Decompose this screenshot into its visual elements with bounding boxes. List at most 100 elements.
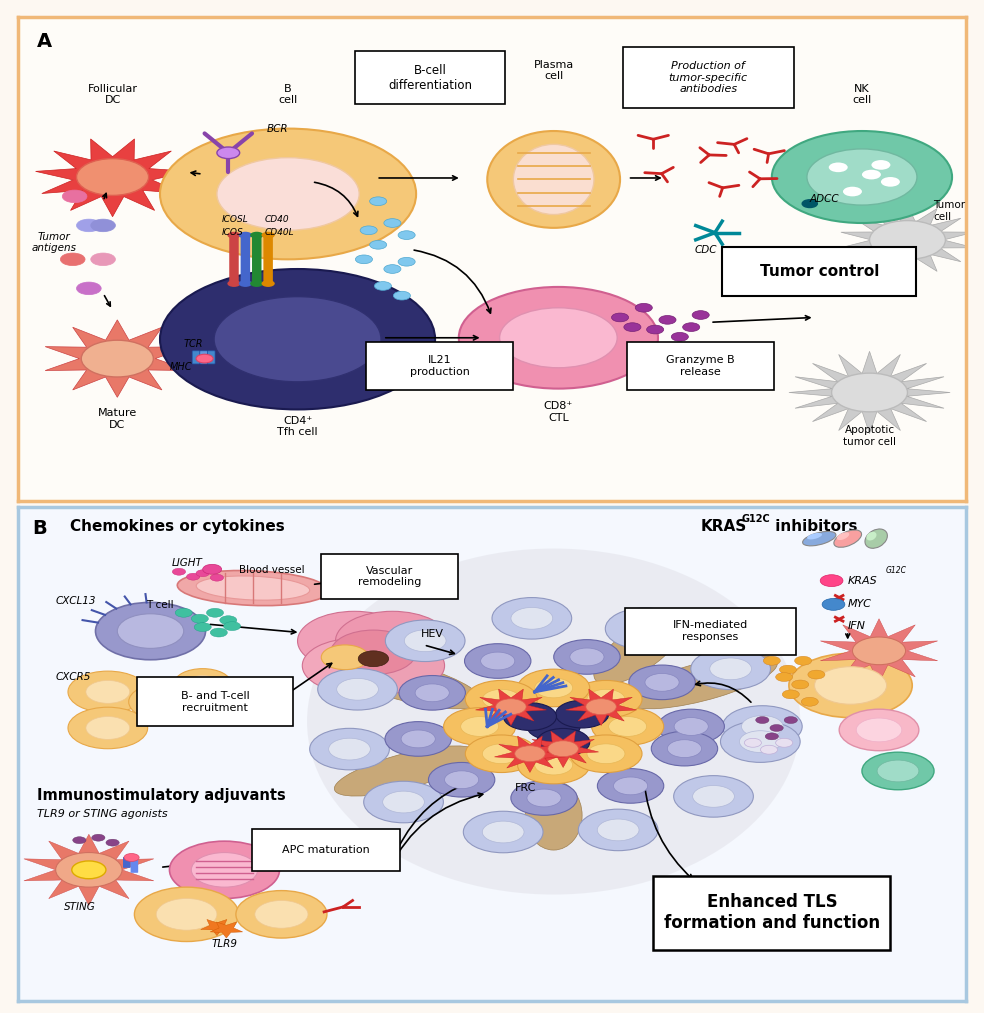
Circle shape [852,637,905,665]
Circle shape [613,777,647,795]
Text: B- and T-cell
recruitment: B- and T-cell recruitment [181,691,249,712]
Circle shape [496,699,526,714]
Circle shape [792,680,809,689]
Text: CD8⁺
CTL: CD8⁺ CTL [544,401,573,422]
Circle shape [500,308,617,368]
Circle shape [766,733,778,739]
Circle shape [821,574,843,587]
Circle shape [742,715,783,737]
Circle shape [386,620,465,661]
Circle shape [191,853,258,887]
Circle shape [68,707,148,749]
Ellipse shape [836,532,849,540]
Circle shape [527,789,561,807]
Circle shape [124,854,139,861]
Circle shape [216,158,359,230]
Circle shape [739,730,781,753]
Circle shape [117,614,184,648]
Circle shape [445,771,478,789]
Circle shape [331,630,416,675]
Circle shape [82,340,154,377]
Circle shape [829,162,848,172]
Circle shape [659,315,676,324]
Circle shape [534,678,573,698]
Polygon shape [35,139,190,217]
Circle shape [536,728,589,756]
Circle shape [527,712,581,741]
Circle shape [465,681,537,718]
Circle shape [250,232,264,238]
Circle shape [77,282,101,295]
Circle shape [856,718,901,742]
Circle shape [691,648,770,690]
Circle shape [515,746,545,762]
Circle shape [862,753,934,790]
Circle shape [693,785,734,807]
Polygon shape [566,689,637,725]
Circle shape [255,901,308,928]
Text: Apoptotic
tumor cell: Apoptotic tumor cell [843,425,896,447]
Circle shape [250,281,264,287]
Text: Vascular
remodeling: Vascular remodeling [358,566,421,588]
Circle shape [191,614,209,623]
Circle shape [597,820,639,841]
Text: CD40: CD40 [265,215,289,224]
Circle shape [764,656,780,666]
Text: STING: STING [64,902,95,912]
Circle shape [504,703,557,730]
Circle shape [77,219,101,232]
Circle shape [337,679,379,700]
Circle shape [384,219,400,227]
Circle shape [492,598,572,639]
Circle shape [400,676,465,710]
Circle shape [645,674,679,691]
FancyBboxPatch shape [623,48,794,108]
Circle shape [223,622,241,630]
Circle shape [534,755,573,775]
Circle shape [839,709,919,751]
Circle shape [86,681,130,703]
FancyBboxPatch shape [123,857,131,868]
Text: Tumor control: Tumor control [760,264,879,279]
Circle shape [302,638,406,693]
Circle shape [674,717,708,735]
Circle shape [597,769,664,803]
Circle shape [782,690,799,699]
Circle shape [399,231,415,239]
Circle shape [465,735,537,773]
Ellipse shape [807,533,822,539]
Circle shape [227,232,241,238]
Text: KRAS: KRAS [848,575,878,586]
Text: TLR9: TLR9 [212,939,237,949]
Circle shape [253,854,267,861]
Circle shape [461,716,499,736]
Circle shape [160,269,435,409]
Circle shape [56,853,122,887]
Text: T cell: T cell [147,601,174,611]
Ellipse shape [626,655,777,709]
Circle shape [554,639,620,675]
Circle shape [207,609,223,617]
Circle shape [394,292,410,300]
FancyBboxPatch shape [653,876,891,950]
Text: KRAS: KRAS [701,519,747,534]
Circle shape [646,325,663,334]
Circle shape [556,700,609,728]
Circle shape [611,313,629,322]
FancyBboxPatch shape [229,235,239,284]
Polygon shape [211,922,243,938]
Circle shape [129,683,201,720]
Text: ICOSL: ICOSL [221,215,248,224]
Circle shape [73,837,86,844]
Text: Tumor
antigens: Tumor antigens [31,232,76,253]
Circle shape [68,672,148,712]
Circle shape [370,197,387,206]
Circle shape [106,839,119,846]
Text: Plasma
cell: Plasma cell [533,60,574,81]
Ellipse shape [487,131,620,228]
Text: Blood vessel: Blood vessel [239,565,305,574]
Circle shape [239,281,252,287]
Circle shape [172,568,186,575]
Circle shape [196,355,214,363]
Circle shape [355,255,373,263]
